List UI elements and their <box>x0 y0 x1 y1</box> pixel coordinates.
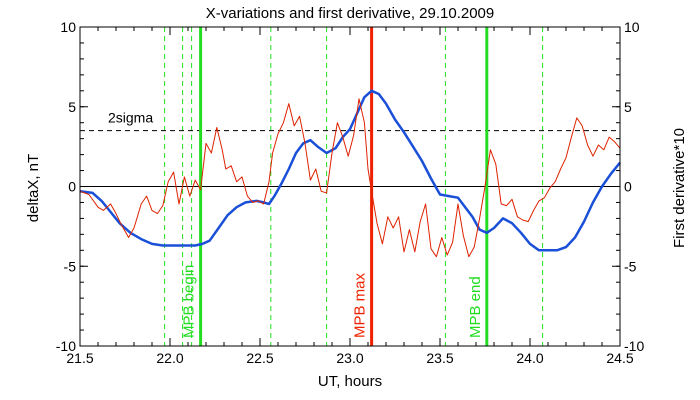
series-layer <box>79 89 621 258</box>
y-tick-label-left-0: -10 <box>56 338 76 354</box>
x-axis-label: UT, hours <box>318 373 382 390</box>
marker-label-1: MPB max <box>352 272 369 338</box>
y-tick-label-left-2: 0 <box>68 179 76 195</box>
y-axis-label-left: deltaX, nT <box>25 154 42 222</box>
y-tick-label-left-3: 5 <box>68 99 76 115</box>
x-tick-label-1: 22.0 <box>156 350 183 366</box>
x-tick-label-2: 22.5 <box>246 350 273 366</box>
marker-label-0: MPB begin <box>181 265 198 338</box>
x-tick-label-0: 21.5 <box>66 350 93 366</box>
x-tick-label-5: 24.0 <box>516 350 543 366</box>
y-tick-label-right-4: 10 <box>624 19 640 35</box>
vertical-marker-lines: MPB begin MPB max MPB end <box>181 27 489 346</box>
x-tick-label-6: 24.5 <box>606 350 633 366</box>
y-tick-label-right-0: -10 <box>624 338 644 354</box>
y-tick-label-left-1: -5 <box>64 258 77 274</box>
chart-title: X-variations and first derivative, 29.10… <box>206 5 495 22</box>
axes <box>79 26 621 347</box>
y-tick-label-right-2: 0 <box>624 179 632 195</box>
series-deltax <box>79 89 621 252</box>
y-axis-label-right: First derivative*10 <box>671 128 688 248</box>
marker-label-2: MPB end <box>467 276 484 338</box>
y-tick-label-right-1: -5 <box>624 258 637 274</box>
tick-labels: 21.5 22.0 22.5 23.0 23.5 24.0 24.5-10 -10-5 -50 0… <box>56 19 645 366</box>
reference-lines: 2sigma <box>80 110 620 187</box>
y-tick-label-left-4: 10 <box>60 19 76 35</box>
reference-line-label-0: 2sigma <box>108 110 153 126</box>
y-tick-label-right-3: 5 <box>624 99 632 115</box>
x-tick-label-4: 23.5 <box>426 350 453 366</box>
series-derivative <box>79 98 621 258</box>
x-tick-label-3: 23.0 <box>336 350 363 366</box>
dashed-marker-lines <box>164 27 544 346</box>
